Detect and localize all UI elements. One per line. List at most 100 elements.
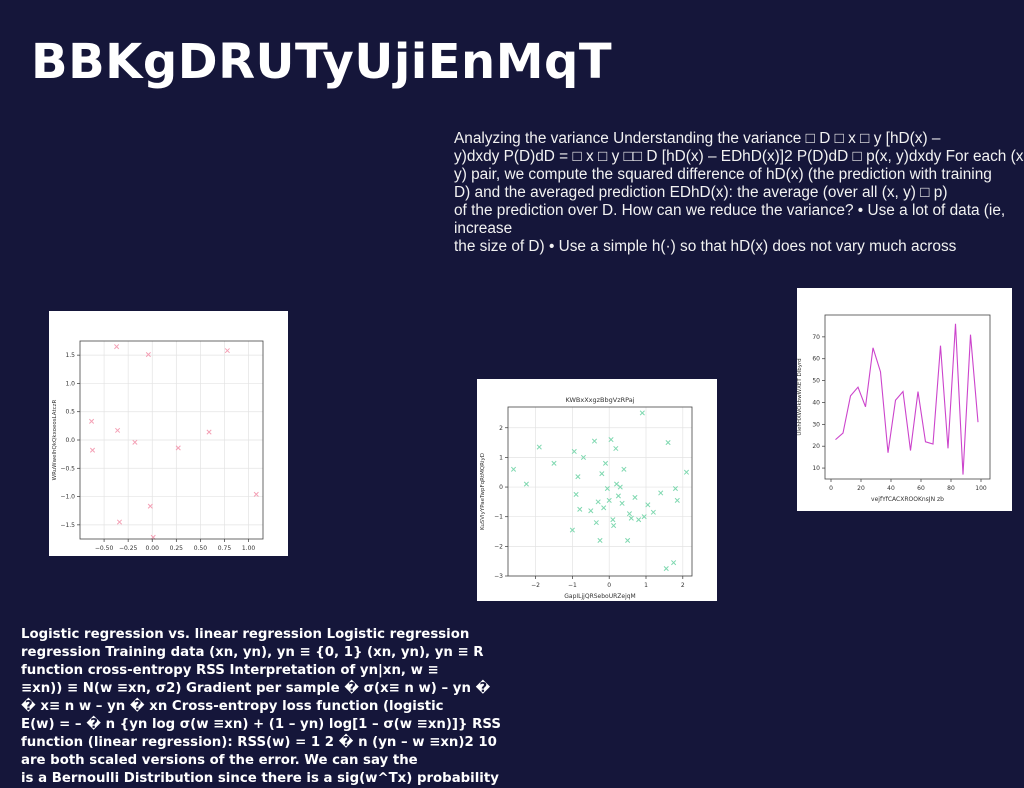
slide-title: BBKgDRUTyUjiEnMqT (31, 34, 612, 90)
chart2-point-0 (511, 467, 515, 471)
chart2-x-axis-label: GapILjjQRSeboURZejqM (564, 593, 635, 600)
chart1-ytick-label-0: −1.5 (60, 522, 75, 529)
chart3-y-axis-label: UlehHXWOkbwWXET Dlbyrd (797, 358, 803, 435)
chart1-ytick-label-3: 0.0 (65, 437, 75, 444)
chart2-point-21 (611, 517, 615, 521)
chart3-ytick-label-6: 70 (812, 334, 820, 341)
chart1-point-3 (115, 428, 119, 432)
chart2-point-23 (614, 446, 618, 450)
chart2-point-11 (592, 439, 596, 443)
chart1-xtick-label-4: 0.50 (194, 545, 208, 552)
chart2-point-33 (636, 517, 640, 521)
chart2-ytick-label-0: −3 (494, 573, 503, 580)
chart1-xtick-label-1: −0.25 (119, 545, 138, 552)
chart2-chart-title: KWBxXxgzBbgVzRPaj (565, 396, 634, 404)
chart2-point-14 (598, 538, 602, 542)
chart2-xtick-label-4: 2 (681, 582, 685, 589)
chart3-xtick-label-2: 40 (887, 485, 895, 492)
chart1-xtick-label-5: 0.75 (218, 545, 232, 552)
chart3-ytick-label-0: 10 (812, 465, 820, 472)
chart3-ytick-label-1: 20 (812, 443, 820, 450)
chart1-point-1 (90, 448, 94, 452)
chart1-xtick-label-0: −0.50 (95, 545, 114, 552)
chart3-xtick-label-3: 60 (917, 485, 925, 492)
chart2-ytick-label-1: −2 (494, 543, 503, 550)
chart3-ytick-label-3: 40 (812, 399, 820, 406)
chart2-point-7 (576, 474, 580, 478)
chart2-ytick-label-5: 2 (499, 425, 503, 432)
chart1-point-0 (89, 419, 93, 423)
line-chart-magenta: 0 20 40 60 80 100 10 20 30 40 50 60 70 vejfYfCACXROOK… (797, 288, 1012, 511)
scatter-chart-pink: −0.50 −0.25 0.00 0.25 0.50 0.75 1.00 −1.5 −1.0 −0… (49, 311, 288, 556)
regression-notes: Logistic regression vs. linear regressio… (21, 626, 551, 788)
chart3-x-axis-label: vejfYfCACXROOKnsJN zb (871, 496, 944, 503)
chart2-point-38 (659, 491, 663, 495)
chart2-point-43 (675, 498, 679, 502)
chart2-point-27 (620, 501, 624, 505)
chart2-point-2 (537, 445, 541, 449)
chart3-ytick-label-5: 60 (812, 356, 820, 363)
chart2-xtick-label-2: 0 (607, 582, 611, 589)
chart1-point-12 (254, 492, 258, 496)
chart1-ytick-label-4: 0.5 (65, 409, 75, 416)
chart1-point-7 (148, 504, 152, 508)
chart2-point-8 (578, 507, 582, 511)
chart2-point-44 (684, 470, 688, 474)
chart2-point-28 (622, 467, 626, 471)
chart2-point-12 (594, 520, 598, 524)
line-chart-magenta-svg: 0 20 40 60 80 100 10 20 30 40 50 60 70 vejfYfCACXROOK… (797, 288, 1012, 511)
chart1-point-4 (117, 520, 121, 524)
chart2-point-24 (614, 482, 618, 486)
scatter-chart-pink-svg: −0.50 −0.25 0.00 0.25 0.50 0.75 1.00 −1.5 −1.0 −0… (49, 311, 288, 556)
chart1-y-axis-label: WRuWwelhQkQkxoeosLAtczR (52, 399, 58, 480)
chart2-point-16 (601, 506, 605, 510)
chart2-ytick-label-2: −1 (494, 514, 503, 521)
chart1-xtick-label-2: 0.00 (146, 545, 160, 552)
chart2-ytick-label-3: 0 (499, 484, 503, 491)
chart2-point-37 (651, 510, 655, 514)
chart2-xtick-label-1: −1 (568, 582, 577, 589)
chart2-point-32 (633, 495, 637, 499)
chart2-xtick-label-3: 1 (644, 582, 648, 589)
chart2-point-6 (574, 492, 578, 496)
chart1-point-2 (114, 344, 118, 348)
chart2-y-axis-label: KuSVlyYPaeTwpFqRtMQRiyD (480, 453, 486, 530)
chart1-xtick-label-3: 0.25 (170, 545, 184, 552)
chart1-ytick-label-1: −1.0 (60, 494, 75, 501)
chart2-point-29 (625, 538, 629, 542)
chart2-point-40 (666, 440, 670, 444)
chart1-ytick-label-6: 1.5 (65, 352, 75, 359)
chart2-ytick-label-4: 1 (499, 454, 503, 461)
chart2-point-25 (616, 494, 620, 498)
chart2-point-10 (589, 509, 593, 513)
scatter-chart-green: −2 −1 0 1 2 −3 −2 −1 0 1 2 GapILjjQRSeboURZejqM KuSV… (477, 379, 717, 601)
chart3-ytick-label-2: 30 (812, 421, 820, 428)
chart1-point-6 (146, 352, 150, 356)
chart2-point-41 (671, 560, 675, 564)
chart3-xtick-label-4: 80 (947, 485, 955, 492)
chart2-xtick-label-0: −2 (531, 582, 540, 589)
chart1-point-11 (225, 348, 229, 352)
chart3-xtick-label-5: 100 (975, 485, 987, 492)
chart1-ytick-label-2: −0.5 (60, 465, 75, 472)
chart1-point-10 (207, 430, 211, 434)
chart2-point-17 (603, 461, 607, 465)
chart2-point-3 (552, 461, 556, 465)
chart1-xtick-label-6: 1.00 (242, 545, 256, 552)
chart2-point-30 (627, 512, 631, 516)
chart2-point-39 (664, 566, 668, 570)
chart3-ytick-label-4: 50 (812, 378, 820, 385)
chart3-xtick-label-1: 20 (857, 485, 865, 492)
variance-paragraph: Analyzing the variance Understanding the… (454, 130, 1024, 256)
chart2-point-15 (600, 472, 604, 476)
chart3-xtick-label-0: 0 (829, 485, 833, 492)
chart1-ytick-label-5: 1.0 (65, 380, 75, 387)
chart2-point-13 (596, 500, 600, 504)
chart2-point-34 (640, 411, 644, 415)
chart1-point-5 (133, 440, 137, 444)
chart2-point-1 (524, 482, 528, 486)
chart3-series-line (836, 324, 979, 475)
chart1-point-9 (176, 446, 180, 450)
scatter-chart-green-svg: −2 −1 0 1 2 −3 −2 −1 0 1 2 GapILjjQRSeboURZejqM KuSV… (477, 379, 717, 601)
chart2-point-22 (611, 523, 615, 527)
